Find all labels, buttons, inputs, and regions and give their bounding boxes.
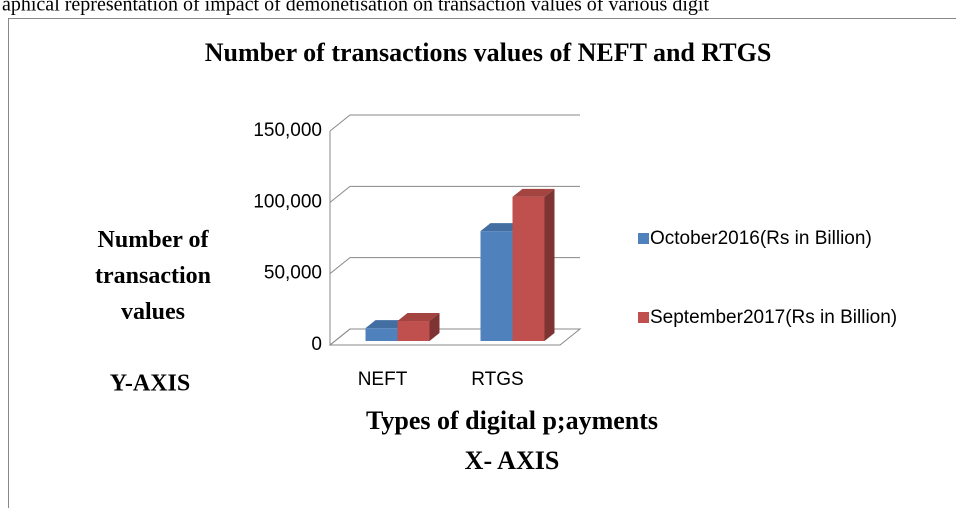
bar-front xyxy=(480,231,513,341)
y-axis-note: Y-AXIS xyxy=(110,371,190,397)
y-axis-title: Number of transaction values xyxy=(95,227,211,325)
x-tick-label: RTGS xyxy=(471,369,523,390)
bar xyxy=(365,320,408,341)
bar-front xyxy=(365,328,398,341)
bar-side xyxy=(429,313,440,341)
grid-line xyxy=(329,185,580,203)
x-axis-title: Types of digital p;ayments xyxy=(366,406,658,435)
y-tick-label: 0 xyxy=(311,334,322,355)
bar xyxy=(397,313,440,341)
bar-side xyxy=(544,188,555,341)
legend-swatch xyxy=(638,233,649,244)
bar-top xyxy=(365,320,408,329)
x-tick-label: NEFT xyxy=(358,369,408,390)
bar-top xyxy=(480,223,523,232)
caption: aphical representation of impact of demo… xyxy=(2,0,709,16)
bar-front xyxy=(512,196,545,341)
x-axis-note: X- AXIS xyxy=(465,446,560,475)
bar-top xyxy=(512,188,555,197)
legend-label: September2017(Rs in Billion) xyxy=(650,307,898,328)
chart-border xyxy=(8,18,956,508)
bar xyxy=(512,188,555,341)
legend-swatch xyxy=(638,312,649,323)
y-tick-label: 100,000 xyxy=(253,191,322,212)
bar-top xyxy=(397,313,440,322)
y-tick-label: 50,000 xyxy=(264,263,322,284)
bar-front xyxy=(397,321,430,341)
y-tick-label: 150,000 xyxy=(253,120,322,141)
grid-line xyxy=(329,114,580,132)
chart-title: Number of transactions values of NEFT an… xyxy=(205,38,772,67)
legend-label: October2016(Rs in Billion) xyxy=(650,228,872,249)
